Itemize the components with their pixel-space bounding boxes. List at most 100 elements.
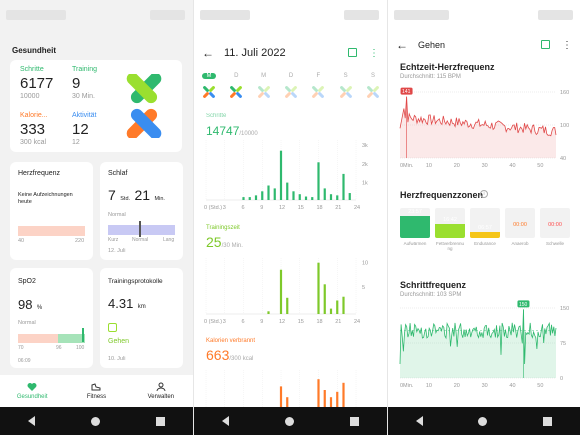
- bar: [261, 191, 264, 200]
- bar: [329, 397, 333, 408]
- weekday-label[interactable]: D: [288, 73, 294, 79]
- bar: [279, 386, 283, 408]
- day-rings-icon[interactable]: [311, 85, 325, 99]
- day-rings-icon[interactable]: [229, 85, 243, 99]
- calories-goal: /300 kcal: [229, 356, 254, 362]
- info-icon[interactable]: i: [480, 190, 488, 198]
- bar: [286, 182, 289, 200]
- cadence-chart: 150 75 0 0Min. 10 20 30 40 50 150: [399, 300, 569, 389]
- person-icon: [156, 382, 166, 392]
- back-icon[interactable]: [28, 416, 35, 426]
- y-tick-label: 5: [362, 285, 365, 291]
- ring-segment: [318, 92, 325, 98]
- ring-segment: [291, 86, 297, 92]
- activity-card[interactable]: Schritte 6177 10000 Training 9 30 Min. K…: [10, 60, 182, 152]
- x-tick-label: 9: [260, 319, 263, 324]
- day-rings-icon[interactable]: [339, 85, 353, 99]
- zone-box: 23:57: [400, 208, 430, 238]
- x-tick-label: 24: [354, 205, 360, 210]
- shoe-icon: [91, 383, 101, 391]
- peak-label: 150: [519, 302, 528, 308]
- sleep-scale-long: Lang: [163, 237, 175, 243]
- weekday-label[interactable]: S: [370, 73, 375, 79]
- bar: [292, 191, 295, 200]
- x-tick-label: 50: [537, 383, 543, 389]
- weekday-label[interactable]: M: [261, 73, 267, 79]
- weekday-label[interactable]: F: [316, 73, 321, 79]
- x-tick-label: 30: [482, 383, 488, 389]
- activity-value: 12: [72, 121, 89, 138]
- spo2-card[interactable]: SpO2 98 % Normal 70 96 100 06:09: [10, 268, 93, 368]
- x-tick-label: 0Min.: [400, 163, 414, 169]
- tab-fitness[interactable]: Fitness: [64, 375, 128, 407]
- sleep-range-bar: [108, 225, 175, 235]
- home-icon[interactable]: [478, 416, 488, 426]
- zone-time: 00:00: [513, 222, 527, 228]
- share-icon[interactable]: [541, 39, 550, 49]
- weekday-label[interactable]: D: [234, 73, 239, 79]
- day-rings-icon[interactable]: [284, 85, 298, 99]
- zone-item: 00:00 Anaerob: [505, 208, 535, 251]
- home-icon[interactable]: [285, 416, 294, 426]
- back-icon[interactable]: [222, 416, 229, 426]
- hr-title: Echtzeit-Herzfrequenz: [400, 62, 495, 72]
- sleep-hours: 7: [108, 187, 116, 203]
- x-tick-label: 20: [454, 163, 460, 169]
- workout-log-card[interactable]: Trainingsprotokolle 4.31 km Gehen 10. Ju…: [100, 268, 183, 368]
- ring-segment: [285, 86, 291, 92]
- back-arrow-icon[interactable]: ←: [396, 38, 408, 52]
- back-icon[interactable]: [415, 416, 423, 426]
- more-icon[interactable]: ⋮: [369, 47, 379, 59]
- heart-rate-card[interactable]: Herzfrequenz Keine Aufzeichnungen heute …: [10, 162, 93, 260]
- date-title[interactable]: 11. Juli 2022: [224, 47, 286, 59]
- calories-label: Kalorien verbrannt: [206, 338, 256, 344]
- y-tick-label: 100: [560, 123, 569, 129]
- bar: [342, 173, 345, 200]
- ring-segment: [367, 92, 373, 98]
- sleep-card[interactable]: Schlaf 7 Std. 21 Min. Normal Kurz Normal…: [100, 162, 183, 260]
- x-tick-label: 21: [335, 319, 341, 324]
- y-tick-label: 160: [560, 90, 569, 96]
- weekday-label[interactable]: M: [202, 73, 216, 79]
- ring-segment: [373, 92, 379, 98]
- ring-segment: [209, 86, 215, 92]
- heart-title: Herzfrequenz: [18, 170, 61, 177]
- sleep-scale-short: Kurz: [108, 237, 119, 243]
- bar: [317, 162, 320, 200]
- tab-manage[interactable]: Verwalten: [129, 375, 193, 407]
- ring-segment: [257, 86, 264, 92]
- header: ← 11. Juli 2022 ⋮: [202, 44, 379, 62]
- ring-segment: [236, 86, 243, 92]
- y-tick-label: 40: [560, 156, 566, 162]
- sleep-marker: [139, 221, 141, 237]
- recents-icon[interactable]: [156, 416, 165, 426]
- ring-segment: [312, 86, 319, 92]
- home-icon[interactable]: [91, 416, 100, 426]
- back-arrow-icon[interactable]: ←: [202, 46, 214, 60]
- walk-detail-panel: ← Gehen ⋮ Echtzeit-Herzfrequenz Durchsch…: [387, 0, 580, 435]
- bar: [304, 196, 308, 200]
- recents-icon[interactable]: [350, 416, 359, 426]
- cadence-title: Schrittfrequenz: [400, 280, 467, 290]
- cadence-avg: Durchschnitt: 103 SPM: [400, 292, 462, 298]
- sleep-hours-unit: Std.: [120, 196, 131, 202]
- protocol-distance: 4.31 km: [108, 295, 146, 313]
- x-tick-label: 6: [242, 205, 245, 210]
- hr-zones: 23:57 Aufwärmen 16:42 Fettverbrennung 06:57 E…: [400, 208, 570, 251]
- recents-icon[interactable]: [543, 416, 553, 426]
- bar: [336, 195, 339, 200]
- bar: [323, 390, 326, 408]
- weekday-label[interactable]: S: [343, 73, 348, 79]
- day-rings-icon[interactable]: [202, 85, 216, 99]
- walk-icon: [108, 323, 117, 332]
- day-rings-icon[interactable]: [257, 85, 271, 99]
- bar: [336, 300, 339, 314]
- training-label: Training: [72, 66, 98, 73]
- peak-badge: [400, 87, 413, 95]
- more-icon[interactable]: ⋮: [562, 39, 572, 51]
- day-rings-icon[interactable]: [366, 85, 380, 99]
- tab-health[interactable]: Gesundheit: [0, 375, 64, 407]
- calendar-icon[interactable]: [348, 47, 357, 57]
- tab-manage-label: Verwalten: [147, 394, 174, 400]
